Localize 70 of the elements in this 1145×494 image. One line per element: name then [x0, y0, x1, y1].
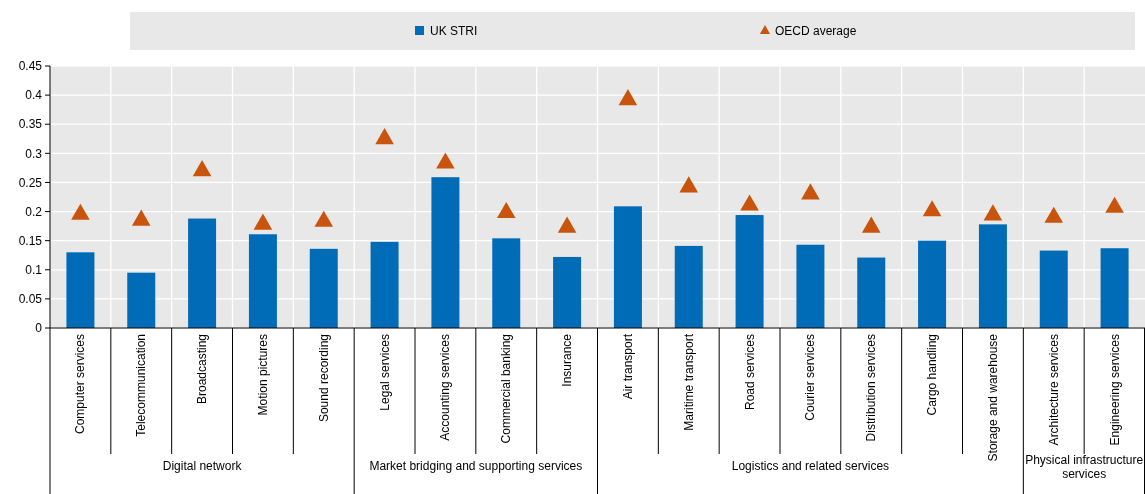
legend-label: OECD average [775, 24, 857, 38]
point [557, 216, 577, 233]
bar [431, 177, 460, 328]
point [1044, 206, 1064, 223]
y-tick-label: 0.4 [25, 88, 43, 103]
x-tick-label: Architecture services [1046, 334, 1061, 446]
point [71, 203, 90, 220]
x-tick-label: Legal services [377, 334, 392, 411]
y-tick-label: 0.1 [25, 262, 43, 277]
point [131, 209, 151, 226]
bar [1100, 248, 1129, 328]
point [375, 128, 394, 145]
point [983, 204, 1003, 221]
point [679, 176, 699, 193]
bar [66, 252, 95, 328]
bar [127, 272, 156, 328]
x-tick-label: Cargo handling [925, 334, 940, 416]
x-tick-label: Insurance [560, 333, 575, 387]
x-tick-label: Broadcasting [195, 334, 210, 405]
x-tick-label: Maritime transport [681, 333, 696, 431]
text: Digital network [162, 459, 243, 473]
bar [188, 218, 217, 328]
bar [674, 245, 703, 328]
y-tick-label: 0.05 [18, 292, 43, 307]
text: Physical infrastructure services [1025, 453, 1144, 481]
x-tick-label: Storage and warehouse [985, 333, 1000, 462]
y-tick-label: 0.15 [18, 233, 43, 248]
point [861, 216, 881, 233]
bar [492, 238, 521, 328]
y-tick-label: 0.3 [25, 146, 43, 161]
point [314, 210, 334, 227]
x-tick-label: Road services [742, 334, 757, 411]
point [1105, 196, 1124, 213]
y-tick-label: 0.45 [18, 59, 43, 74]
y-tick-label: 0 [35, 321, 43, 336]
bar [613, 206, 642, 328]
point [436, 152, 455, 169]
point [496, 201, 516, 219]
bar [1039, 250, 1068, 328]
point [192, 160, 212, 177]
y-tick-label: 0.35 [18, 117, 43, 132]
bar [309, 248, 338, 328]
bar [978, 224, 1007, 328]
bar [370, 241, 399, 328]
bar [857, 257, 886, 328]
y-tick-label: 0.25 [18, 175, 43, 190]
x-tick-label: Courier services [803, 334, 818, 421]
point [618, 89, 638, 106]
point [740, 194, 759, 211]
y-tick-label: 0.2 [25, 204, 43, 219]
x-tick-label: Distribution services [864, 334, 879, 442]
point [253, 213, 273, 230]
legend-label: UK STRI [430, 24, 478, 38]
point [801, 183, 820, 200]
x-tick-label: Accounting services [438, 334, 453, 441]
x-tick-label: Air transport [620, 333, 635, 400]
text: Market bridging and supporting services [369, 459, 583, 473]
x-tick-label: Commercial banking [499, 334, 514, 444]
bar [796, 244, 825, 328]
x-tick-label: Motion pictures [255, 334, 270, 416]
text: Logistics and related services [731, 459, 890, 473]
bar [918, 240, 947, 328]
x-tick-label: Computer services [73, 334, 88, 435]
x-tick-label: Telecommunication [134, 334, 149, 437]
x-tick-label: Engineering services [1107, 334, 1122, 446]
bar [248, 234, 277, 328]
x-tick-label: Sound recording [316, 334, 331, 423]
point [922, 200, 942, 217]
bar [553, 256, 582, 328]
bar [735, 215, 764, 328]
